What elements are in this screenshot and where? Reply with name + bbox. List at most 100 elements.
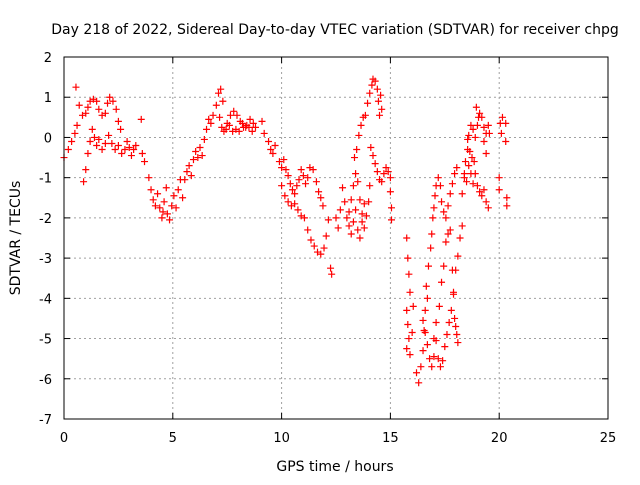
x-tick-label: 10: [273, 431, 290, 446]
data-point: [421, 306, 429, 314]
data-point: [265, 137, 273, 145]
data-point: [163, 210, 171, 218]
data-point: [154, 190, 162, 198]
data-point: [438, 278, 446, 286]
data-point: [480, 137, 488, 145]
data-point: [463, 178, 471, 186]
data-point: [419, 316, 427, 324]
data-point: [446, 190, 454, 198]
data-point: [125, 144, 133, 151]
data-point: [476, 109, 484, 117]
data-point: [413, 369, 421, 377]
data-point: [387, 216, 395, 224]
data-point: [147, 186, 155, 194]
data-point: [181, 176, 189, 184]
data-point: [451, 314, 459, 322]
data-point: [304, 226, 312, 234]
data-point: [327, 264, 335, 272]
data-point: [430, 353, 438, 361]
data-point: [442, 238, 450, 246]
data-point: [435, 302, 443, 310]
data-point: [366, 182, 374, 190]
y-tick-label: -3: [39, 252, 52, 267]
data-point: [174, 186, 182, 194]
data-point: [443, 331, 451, 339]
data-point: [95, 105, 103, 113]
data-point: [368, 81, 376, 89]
data-point: [365, 198, 373, 206]
data-point: [86, 137, 94, 145]
data-point: [403, 234, 411, 242]
y-axis-title: SDTVAR / TECUs: [8, 181, 24, 296]
data-point: [373, 85, 381, 93]
data-point: [226, 111, 234, 119]
data-point: [225, 121, 233, 129]
data-point: [458, 190, 466, 198]
data-point: [130, 146, 138, 154]
data-point: [347, 196, 355, 204]
data-point: [360, 200, 368, 208]
x-axis-title: GPS time / hours: [276, 459, 393, 475]
axis-ticks: [63, 56, 609, 420]
data-point: [233, 111, 241, 119]
data-point: [114, 117, 122, 125]
data-point: [448, 180, 456, 188]
data-point: [282, 166, 290, 174]
y-tick-label: 2: [44, 51, 52, 66]
data-point: [82, 166, 90, 174]
data-point: [360, 224, 368, 232]
data-point: [93, 141, 101, 149]
data-point: [145, 174, 153, 182]
data-point: [248, 127, 256, 135]
data-point: [453, 331, 461, 339]
data-point: [432, 318, 440, 326]
data-point: [358, 210, 366, 218]
data-point: [88, 125, 96, 133]
data-point: [141, 158, 149, 166]
data-point: [104, 99, 112, 107]
data-point: [121, 146, 129, 154]
data-point: [179, 194, 187, 202]
data-point: [446, 226, 454, 234]
data-point: [384, 168, 392, 176]
data-point: [466, 148, 474, 156]
data-point: [307, 236, 315, 244]
data-point: [502, 119, 510, 127]
data-point: [68, 137, 76, 145]
data-point: [444, 230, 452, 238]
data-point: [387, 204, 395, 212]
data-point: [269, 150, 277, 158]
data-point: [149, 196, 157, 204]
data-point: [336, 206, 344, 214]
data-point: [469, 125, 477, 133]
data-point: [80, 178, 88, 186]
data-point: [196, 144, 204, 151]
data-point: [352, 206, 360, 214]
data-point: [473, 121, 481, 129]
data-point: [341, 198, 349, 206]
data-point: [448, 266, 456, 274]
data-point: [386, 188, 394, 196]
data-point: [200, 135, 208, 143]
x-tick-label: 15: [382, 431, 399, 446]
data-point: [376, 111, 384, 119]
data-point: [422, 282, 430, 290]
data-point: [291, 190, 299, 198]
chart-title: Day 218 of 2022, Sidereal Day-to-day VTE…: [51, 22, 619, 38]
data-point: [339, 184, 347, 192]
data-point: [114, 141, 122, 149]
data-point: [406, 288, 414, 296]
data-point: [205, 115, 213, 123]
data-point: [374, 97, 382, 105]
data-point: [478, 192, 486, 200]
y-tick-label: 0: [44, 131, 52, 146]
data-point: [258, 117, 266, 125]
data-point: [427, 244, 435, 252]
data-point: [302, 180, 310, 188]
data-point: [251, 123, 259, 131]
plot-frame: [63, 56, 609, 420]
data-point: [203, 125, 211, 133]
data-point: [212, 101, 220, 109]
data-point: [159, 208, 167, 216]
